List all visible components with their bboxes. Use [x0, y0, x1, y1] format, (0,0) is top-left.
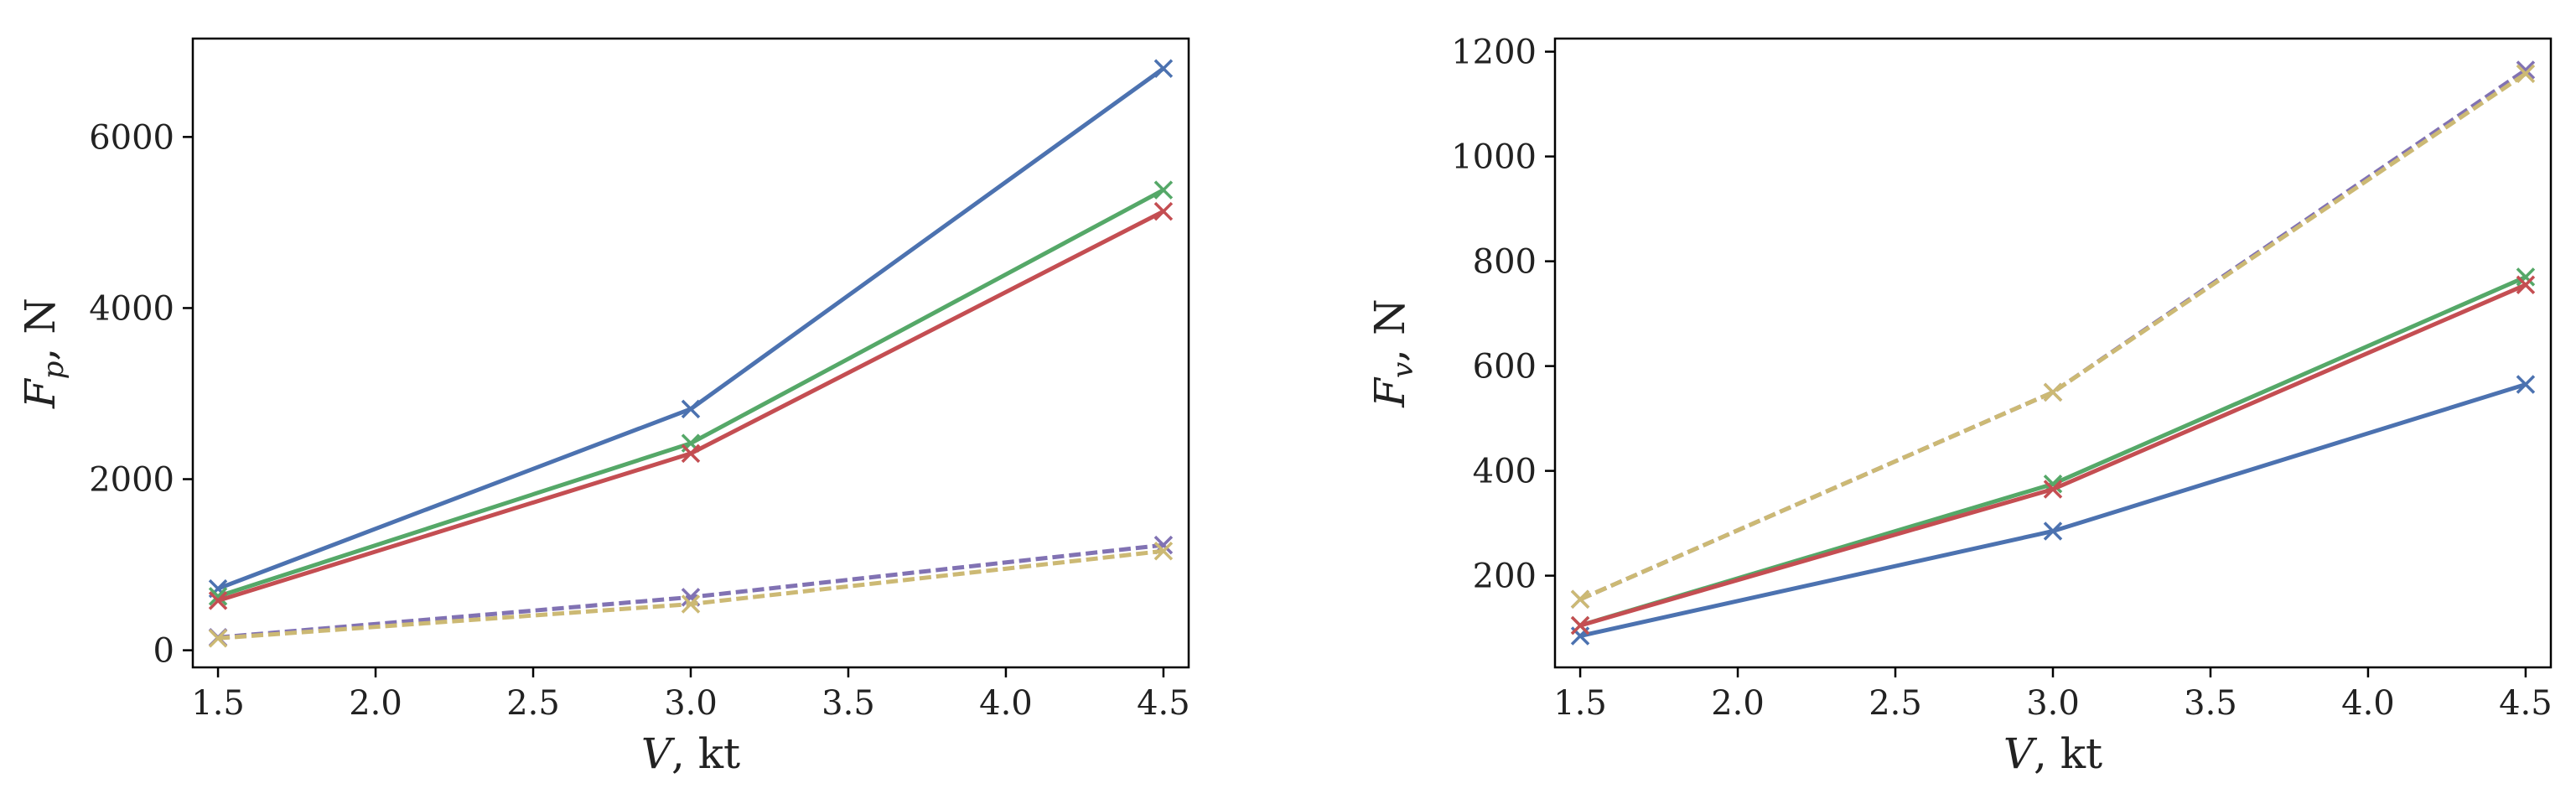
x-tick-label: 2.5	[506, 684, 560, 723]
y-tick-label: 200	[1473, 558, 1537, 596]
x-tick-label: 4.5	[2499, 684, 2553, 723]
x-tick-label: 1.5	[191, 684, 245, 723]
y-tick-label: 4000	[89, 289, 174, 328]
y-axis-label: Fv, N	[1366, 298, 1420, 407]
y-tick-label: 1200	[1451, 34, 1537, 72]
series-line-tan	[1579, 71, 2527, 602]
x-tick-label: 3.5	[2184, 684, 2237, 723]
series-line-red	[1579, 283, 2527, 628]
data-point-tan	[2516, 64, 2536, 84]
y-tick-label: 0	[153, 632, 174, 671]
y-axis-label: Fp, N	[16, 298, 70, 409]
series-line-blue	[1579, 382, 2527, 638]
plot-frame	[191, 37, 1190, 669]
x-tick-label: 4.0	[979, 684, 1033, 723]
data-point-red	[2516, 275, 2536, 294]
x-tick-label: 2.0	[349, 684, 402, 723]
series-line-purple	[1579, 68, 2527, 602]
x-tick-label: 2.5	[1869, 684, 1922, 723]
data-point-blue	[2516, 375, 2536, 394]
y-tick-label: 1000	[1451, 138, 1537, 177]
x-tick-label: 3.0	[664, 684, 718, 723]
chart-panel-1: 1.5 2.0 2.5 3.0 3.5 4.0 4.5 0 2000 4000 6000 V, kt F…	[16, 37, 1190, 778]
data-point-green	[2516, 267, 2536, 287]
series-line-red	[217, 209, 1165, 603]
x-tick-label: 1.5	[1553, 684, 1607, 723]
y-tick-label: 2000	[89, 461, 174, 500]
x-tick-label: 2.0	[1711, 684, 1765, 723]
chart-panel-2: 1.5 2.0 2.5 3.0 3.5 4.0 4.5 200 400 600 800 1000 120…	[1366, 34, 2553, 778]
data-point-tan	[681, 594, 701, 614]
series-line-purple	[217, 542, 1164, 640]
plot-frame	[1553, 37, 2553, 669]
series-line-blue	[217, 66, 1165, 591]
data-point-tan	[208, 629, 228, 648]
data-point-blue	[1153, 59, 1174, 78]
data-point-tan	[1570, 589, 1590, 609]
data-point-red	[1153, 201, 1174, 221]
y-tick-label: 6000	[89, 118, 174, 157]
y-tick-label: 800	[1473, 243, 1537, 282]
data-point-red	[681, 444, 701, 464]
data-point-blue	[2043, 521, 2063, 541]
data-point-red	[208, 591, 228, 610]
data-point-tan	[2043, 382, 2063, 402]
x-axis-label: V, kt	[641, 729, 740, 778]
y-tick-label: 400	[1473, 453, 1537, 491]
data-point-blue	[681, 399, 701, 419]
data-point-red	[2043, 480, 2063, 499]
data-point-green	[1153, 180, 1174, 200]
data-point-tan	[1153, 541, 1174, 561]
y-tick-label: 600	[1473, 348, 1537, 387]
data-point-green	[208, 587, 228, 606]
series-line-green	[1579, 275, 2527, 628]
x-tick-label: 3.5	[822, 684, 875, 723]
x-axis-label: V, kt	[2003, 729, 2102, 778]
x-tick-label: 3.0	[2026, 684, 2080, 723]
x-tick-label: 4.0	[2341, 684, 2395, 723]
data-point-red	[1570, 615, 1590, 636]
x-tick-label: 4.5	[1137, 684, 1190, 723]
